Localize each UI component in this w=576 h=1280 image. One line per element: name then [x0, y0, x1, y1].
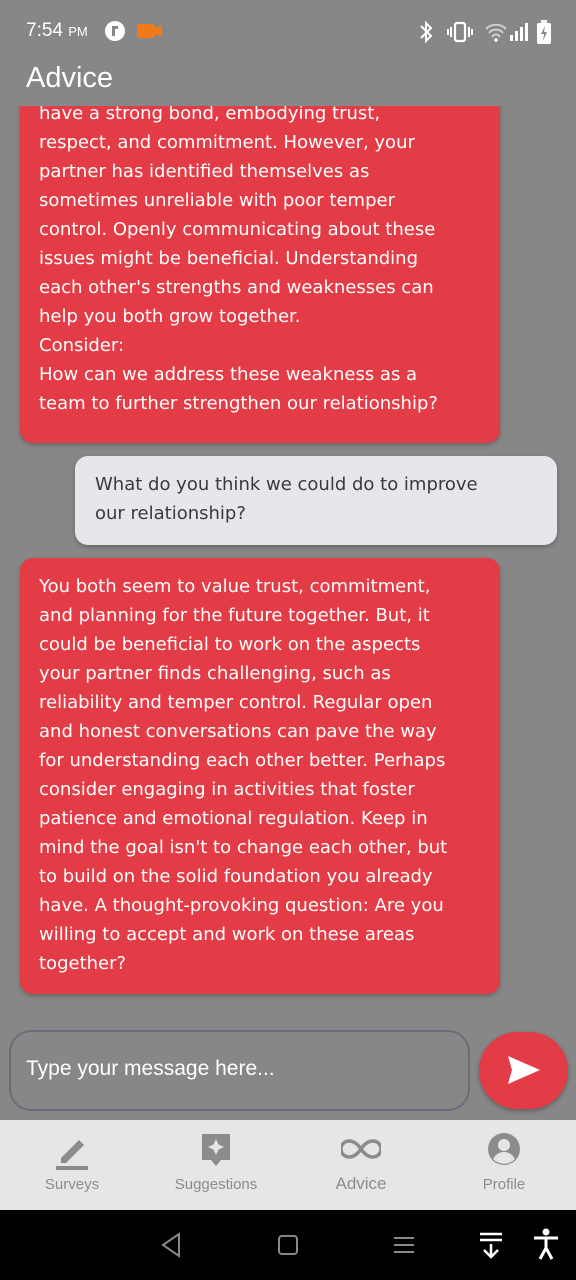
recents-icon[interactable]	[392, 1235, 416, 1259]
keyboard-hide-icon[interactable]	[478, 1231, 504, 1263]
back-icon[interactable]	[160, 1232, 182, 1262]
wifi-icon	[484, 22, 508, 47]
bot-message: You both seem to value trust, commitment…	[20, 558, 500, 994]
chat-thread[interactable]: have a strong bond, embodying trust, res…	[0, 106, 576, 1020]
send-icon	[508, 1056, 540, 1084]
bot-message: have a strong bond, embodying trust, res…	[20, 106, 500, 443]
nav-item-profile[interactable]: Profile	[462, 1120, 546, 1210]
nav-label: Profile	[482, 1176, 526, 1193]
account-icon	[488, 1133, 520, 1165]
sparkle-icon	[202, 1134, 230, 1166]
app-bar: Advice	[0, 58, 576, 106]
page-title: Advice	[26, 62, 114, 94]
status-time: 7:54 PM	[26, 20, 88, 41]
infinity-icon	[341, 1139, 381, 1159]
nav-label: Advice	[335, 1174, 387, 1193]
nav-label: Suggestions	[174, 1176, 258, 1193]
pencil-icon	[56, 1140, 88, 1170]
bottom-nav: Surveys Suggestions Advice Profile	[0, 1120, 576, 1210]
message-input[interactable]: Type your message here...	[9, 1030, 470, 1111]
nav-item-surveys[interactable]: Surveys	[22, 1120, 122, 1210]
home-icon[interactable]	[277, 1234, 299, 1260]
vibrate-icon	[447, 21, 473, 48]
system-nav-bar	[0, 1210, 576, 1280]
nav-label: Surveys	[44, 1176, 100, 1193]
send-button[interactable]	[479, 1032, 568, 1109]
message-placeholder: Type your message here...	[26, 1057, 275, 1080]
signal-icon	[509, 22, 529, 47]
nav-item-suggestions[interactable]: Suggestions	[156, 1120, 276, 1210]
app-badge-icon	[104, 20, 126, 47]
bluetooth-icon	[417, 20, 435, 49]
user-message: What do you think we could do to improve…	[75, 456, 557, 545]
accessibility-icon[interactable]	[533, 1228, 559, 1264]
camera-icon	[137, 23, 163, 44]
battery-icon	[537, 20, 551, 49]
nav-item-advice[interactable]: Advice	[316, 1120, 406, 1210]
status-bar: 7:54 PM	[0, 0, 576, 58]
